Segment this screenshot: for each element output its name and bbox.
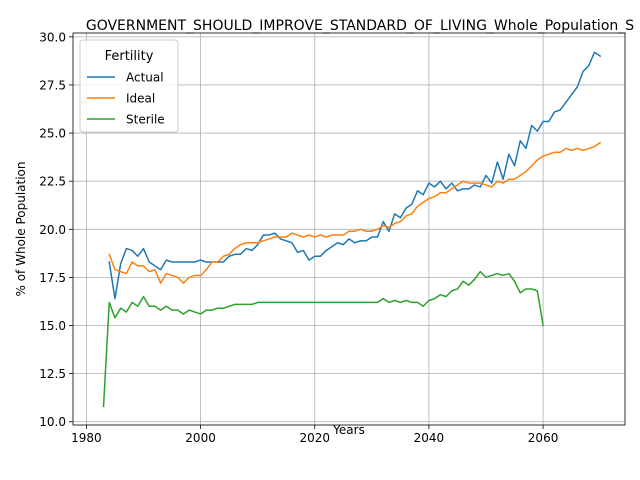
y-tick-label: 15.0 [39,319,66,333]
legend-box [79,39,179,133]
series-line-ideal [108,141,602,284]
y-tick-label: 22.5 [39,175,66,189]
x-tick-label: 2060 [528,431,559,445]
y-tick-label: 12.5 [39,367,66,381]
x-tick-label: 2020 [299,431,330,445]
chart-title: GOVERNMENT_SHOULD_IMPROVE_STANDARD_OF_LI… [86,18,634,34]
legend-item-actual: Actual [87,71,164,85]
y-tick-label: 10.0 [39,415,66,429]
y-tick-label: 27.5 [39,78,66,92]
series-line-sterile [102,270,544,408]
x-tick-label: 2000 [185,431,216,445]
legend-label: Ideal [126,92,155,106]
y-tick-label: 25.0 [39,127,66,141]
legend: Fertility Actual Ideal Sterile [79,39,179,133]
series-line-actual [108,51,602,300]
legend-item-sterile: Sterile [87,113,165,127]
y-axis-label: % of Whole Population [14,162,28,297]
legend-label: Actual [126,71,164,85]
grid-lines [73,33,625,425]
y-tick-label: 20.0 [39,223,66,237]
legend-items: Actual Ideal Sterile [87,71,165,127]
legend-item-ideal: Ideal [87,92,155,106]
legend-title: Fertility [105,49,154,64]
y-tick-label: 17.5 [39,271,66,285]
legend-label: Sterile [126,113,165,127]
series-lines [102,51,602,408]
x-tick-label: 1980 [71,431,102,445]
x-tick-label: 2040 [414,431,445,445]
x-axis-label: Years [332,423,365,437]
y-tick-label: 30.0 [39,30,66,44]
axis-ticks: 1980 2000 2020 2040 2060 10.0 12.5 15.0 17.5 20.0… [39,30,558,445]
